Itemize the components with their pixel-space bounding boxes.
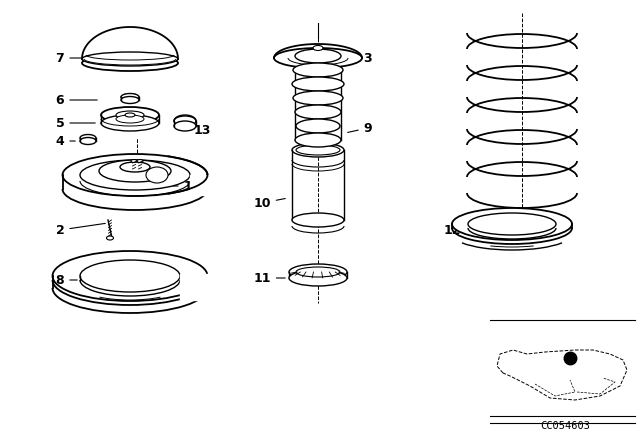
Ellipse shape <box>63 154 207 196</box>
Ellipse shape <box>82 55 178 71</box>
Ellipse shape <box>174 116 196 126</box>
Ellipse shape <box>174 121 196 131</box>
Text: 7: 7 <box>56 52 85 65</box>
Ellipse shape <box>293 91 343 105</box>
Text: 4: 4 <box>56 134 76 147</box>
Ellipse shape <box>293 63 343 77</box>
Ellipse shape <box>289 264 347 280</box>
Ellipse shape <box>295 105 341 119</box>
Ellipse shape <box>295 49 341 63</box>
Text: CC054603: CC054603 <box>540 421 590 431</box>
Text: 1: 1 <box>173 180 193 193</box>
Ellipse shape <box>99 160 171 182</box>
Ellipse shape <box>313 46 323 51</box>
Ellipse shape <box>116 111 144 119</box>
Ellipse shape <box>289 270 347 286</box>
Ellipse shape <box>80 160 190 190</box>
Ellipse shape <box>292 77 344 91</box>
Ellipse shape <box>106 236 113 240</box>
Ellipse shape <box>121 94 139 100</box>
Text: 11: 11 <box>253 271 285 284</box>
Ellipse shape <box>125 113 135 117</box>
Polygon shape <box>180 274 210 300</box>
Ellipse shape <box>292 143 344 157</box>
Text: 12: 12 <box>444 224 469 237</box>
Text: 3: 3 <box>353 52 372 65</box>
Polygon shape <box>274 44 362 58</box>
Ellipse shape <box>80 138 96 145</box>
Ellipse shape <box>82 52 178 66</box>
Text: 5: 5 <box>56 116 95 129</box>
Ellipse shape <box>296 267 340 277</box>
Polygon shape <box>174 115 196 121</box>
Ellipse shape <box>468 213 556 235</box>
Polygon shape <box>82 27 178 59</box>
Ellipse shape <box>101 107 159 123</box>
Ellipse shape <box>137 159 143 163</box>
Text: 6: 6 <box>56 94 97 107</box>
Ellipse shape <box>80 134 96 142</box>
Ellipse shape <box>146 167 168 183</box>
Ellipse shape <box>296 119 340 133</box>
Ellipse shape <box>131 159 137 163</box>
Ellipse shape <box>80 260 180 292</box>
Ellipse shape <box>116 115 144 123</box>
Ellipse shape <box>452 208 572 240</box>
Ellipse shape <box>121 96 139 103</box>
Ellipse shape <box>120 162 150 172</box>
Ellipse shape <box>52 251 207 301</box>
Text: 13: 13 <box>190 124 211 137</box>
Polygon shape <box>190 175 208 195</box>
Ellipse shape <box>296 145 340 155</box>
Ellipse shape <box>295 133 341 147</box>
Text: 8: 8 <box>56 273 77 287</box>
Ellipse shape <box>292 213 344 227</box>
Text: 2: 2 <box>56 224 105 237</box>
Ellipse shape <box>101 115 159 131</box>
Ellipse shape <box>274 48 362 68</box>
Text: 10: 10 <box>253 197 285 210</box>
Text: 9: 9 <box>348 121 372 134</box>
